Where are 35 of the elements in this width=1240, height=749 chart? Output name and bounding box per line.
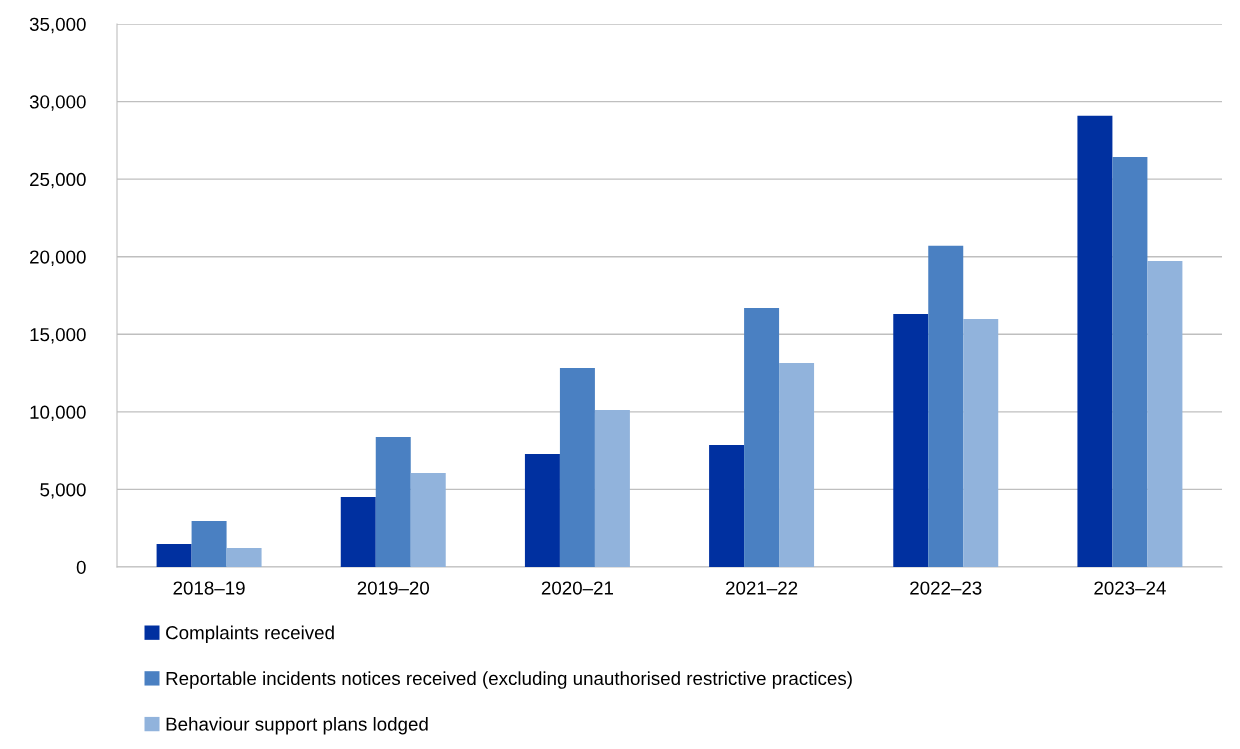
bar bbox=[340, 497, 376, 567]
bar bbox=[559, 367, 595, 567]
bar bbox=[1112, 156, 1148, 567]
y-tick-label: 10,000 bbox=[30, 405, 86, 422]
bar bbox=[928, 245, 964, 567]
bar bbox=[779, 362, 815, 567]
bar bbox=[191, 520, 227, 567]
y-tick-label: 20,000 bbox=[30, 250, 86, 266]
bar bbox=[226, 548, 262, 567]
bar bbox=[1147, 260, 1183, 567]
legend-label: Reportable incidents notices received (excluding unauthorised restrictive practices) bbox=[166, 671, 852, 689]
bar bbox=[744, 307, 780, 567]
x-tick-label: 2018–19 bbox=[173, 581, 245, 595]
legend-label: Complaints received bbox=[166, 625, 334, 644]
bar bbox=[524, 453, 560, 567]
bar bbox=[156, 544, 192, 567]
x-tick-label: 2023–24 bbox=[1094, 581, 1166, 595]
bar bbox=[963, 318, 999, 567]
bar bbox=[594, 410, 630, 567]
y-tick-label: 35,000 bbox=[29, 17, 86, 34]
x-tick-label: 2022–23 bbox=[910, 581, 982, 595]
legend-label: Behaviour support plans lodged bbox=[166, 717, 428, 735]
y-tick-label: 5,000 bbox=[40, 483, 86, 499]
x-tick-label: 2020–21 bbox=[541, 581, 613, 595]
y-tick-label: 15,000 bbox=[30, 327, 86, 344]
y-tick-label: 0 bbox=[76, 560, 86, 574]
bar bbox=[1077, 115, 1113, 567]
x-tick-label: 2021–22 bbox=[726, 581, 798, 595]
bar bbox=[709, 444, 745, 567]
bar bbox=[375, 436, 411, 567]
bar bbox=[410, 472, 446, 567]
bar bbox=[893, 313, 929, 567]
y-tick-label: 30,000 bbox=[29, 95, 86, 111]
y-tick-label: 25,000 bbox=[30, 172, 86, 189]
x-tick-label: 2019–20 bbox=[357, 581, 430, 595]
